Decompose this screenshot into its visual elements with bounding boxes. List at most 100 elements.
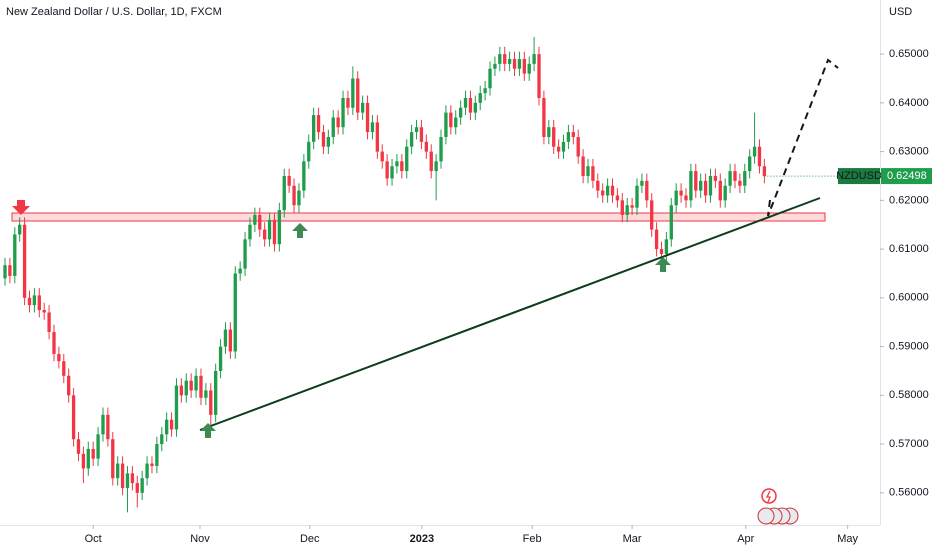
- candle-body: [356, 78, 360, 113]
- x-tick-label: 2023: [410, 533, 434, 545]
- candle-body: [111, 439, 115, 479]
- y-tick-label: 0.62000: [889, 194, 929, 206]
- candle-body: [738, 180, 742, 186]
- y-tick-label: 0.61000: [889, 243, 929, 255]
- candle-body: [101, 414, 105, 435]
- candle-body: [209, 390, 213, 415]
- candle-body: [287, 175, 291, 186]
- candle-body: [27, 297, 32, 306]
- y-tick-label: 0.58000: [889, 389, 929, 401]
- support-zone: [11, 212, 826, 222]
- candle-body: [547, 127, 551, 137]
- price-badge: [881, 168, 932, 185]
- candle-body: [341, 97, 345, 128]
- candle-body: [140, 478, 144, 493]
- candle-body: [116, 463, 120, 479]
- candle-body: [640, 180, 644, 186]
- candle-body: [81, 453, 86, 469]
- candle-body: [694, 171, 698, 191]
- currency-label: USD: [889, 6, 912, 18]
- down-arrow: [12, 200, 30, 215]
- symbol-badge: [838, 168, 880, 185]
- y-tick-label: 0.59000: [889, 340, 929, 352]
- candle-body: [155, 444, 159, 467]
- candle-body: [189, 380, 193, 391]
- y-tick-label: 0.65000: [889, 48, 929, 60]
- candle-body: [174, 385, 179, 430]
- candle-body: [57, 353, 61, 362]
- y-tick-label: 0.63000: [889, 146, 929, 158]
- candle-body: [18, 224, 22, 235]
- candle-body: [316, 115, 321, 133]
- candle-body: [184, 380, 188, 396]
- candle-body: [728, 171, 732, 186]
- candle-body: [277, 210, 282, 245]
- candle-body: [723, 185, 727, 201]
- candle-body: [42, 310, 46, 313]
- chart-title: New Zealand Dollar / U.S. Dollar, 1D, FX…: [6, 6, 222, 18]
- candle-body: [96, 434, 100, 459]
- candle-body: [125, 473, 130, 488]
- candle-body: [302, 161, 306, 191]
- candle-body: [326, 136, 331, 147]
- candle-body: [478, 93, 482, 103]
- candle-body: [13, 234, 17, 276]
- candle-body: [336, 117, 340, 128]
- candle-body: [463, 97, 468, 108]
- candle-body: [493, 63, 497, 69]
- candle-body: [52, 331, 56, 354]
- candle-body: [3, 265, 7, 279]
- candle-body: [654, 229, 659, 250]
- candle-body: [498, 54, 502, 64]
- candle-body: [503, 54, 507, 64]
- candle-body: [635, 185, 639, 208]
- y-tick-label: 0.57000: [889, 438, 929, 450]
- x-tick-label: Feb: [523, 533, 542, 545]
- candle-body: [507, 58, 512, 64]
- up-arrow: [292, 223, 308, 238]
- x-tick-label: Apr: [737, 533, 754, 545]
- candle-body: [752, 146, 757, 157]
- y-tick-label: 0.56000: [889, 487, 929, 499]
- candle-body: [135, 483, 139, 493]
- candle-body: [91, 448, 95, 459]
- y-tick-label: 0.60000: [889, 292, 929, 304]
- candle-body: [650, 200, 654, 230]
- candle-body: [439, 136, 443, 162]
- candle-body: [444, 112, 448, 137]
- candle-body: [483, 88, 487, 94]
- candle-body: [537, 54, 541, 98]
- candle-body: [620, 200, 624, 215]
- candle-body: [625, 205, 629, 215]
- candle-body: [414, 127, 419, 133]
- flag-icon[interactable]: [757, 507, 775, 525]
- candle-body: [223, 329, 228, 347]
- candle-body: [454, 117, 458, 128]
- candle-body: [204, 390, 208, 398]
- candle-body: [713, 175, 718, 181]
- candle-body: [253, 214, 257, 225]
- candle-body: [561, 141, 566, 152]
- candle-body: [380, 151, 384, 162]
- candle-body: [630, 205, 634, 208]
- candle-body: [282, 175, 286, 211]
- candle-body: [512, 58, 517, 69]
- candle-body: [429, 151, 433, 172]
- event-icon[interactable]: [761, 488, 777, 504]
- candle-body: [708, 175, 713, 196]
- candle-body: [522, 58, 526, 74]
- candle-body: [488, 68, 492, 89]
- candle-body: [307, 141, 311, 162]
- candle-body: [645, 180, 649, 201]
- candle-body: [145, 463, 149, 479]
- x-tick-label: Nov: [190, 533, 210, 545]
- candle-body: [527, 63, 531, 74]
- candle-body: [762, 166, 767, 177]
- y-tick-label: 0.64000: [889, 97, 929, 109]
- candle-body: [179, 385, 184, 396]
- candle-body: [311, 115, 316, 142]
- candle-body: [297, 190, 301, 206]
- up-arrow: [200, 423, 216, 438]
- candle-body: [22, 224, 27, 298]
